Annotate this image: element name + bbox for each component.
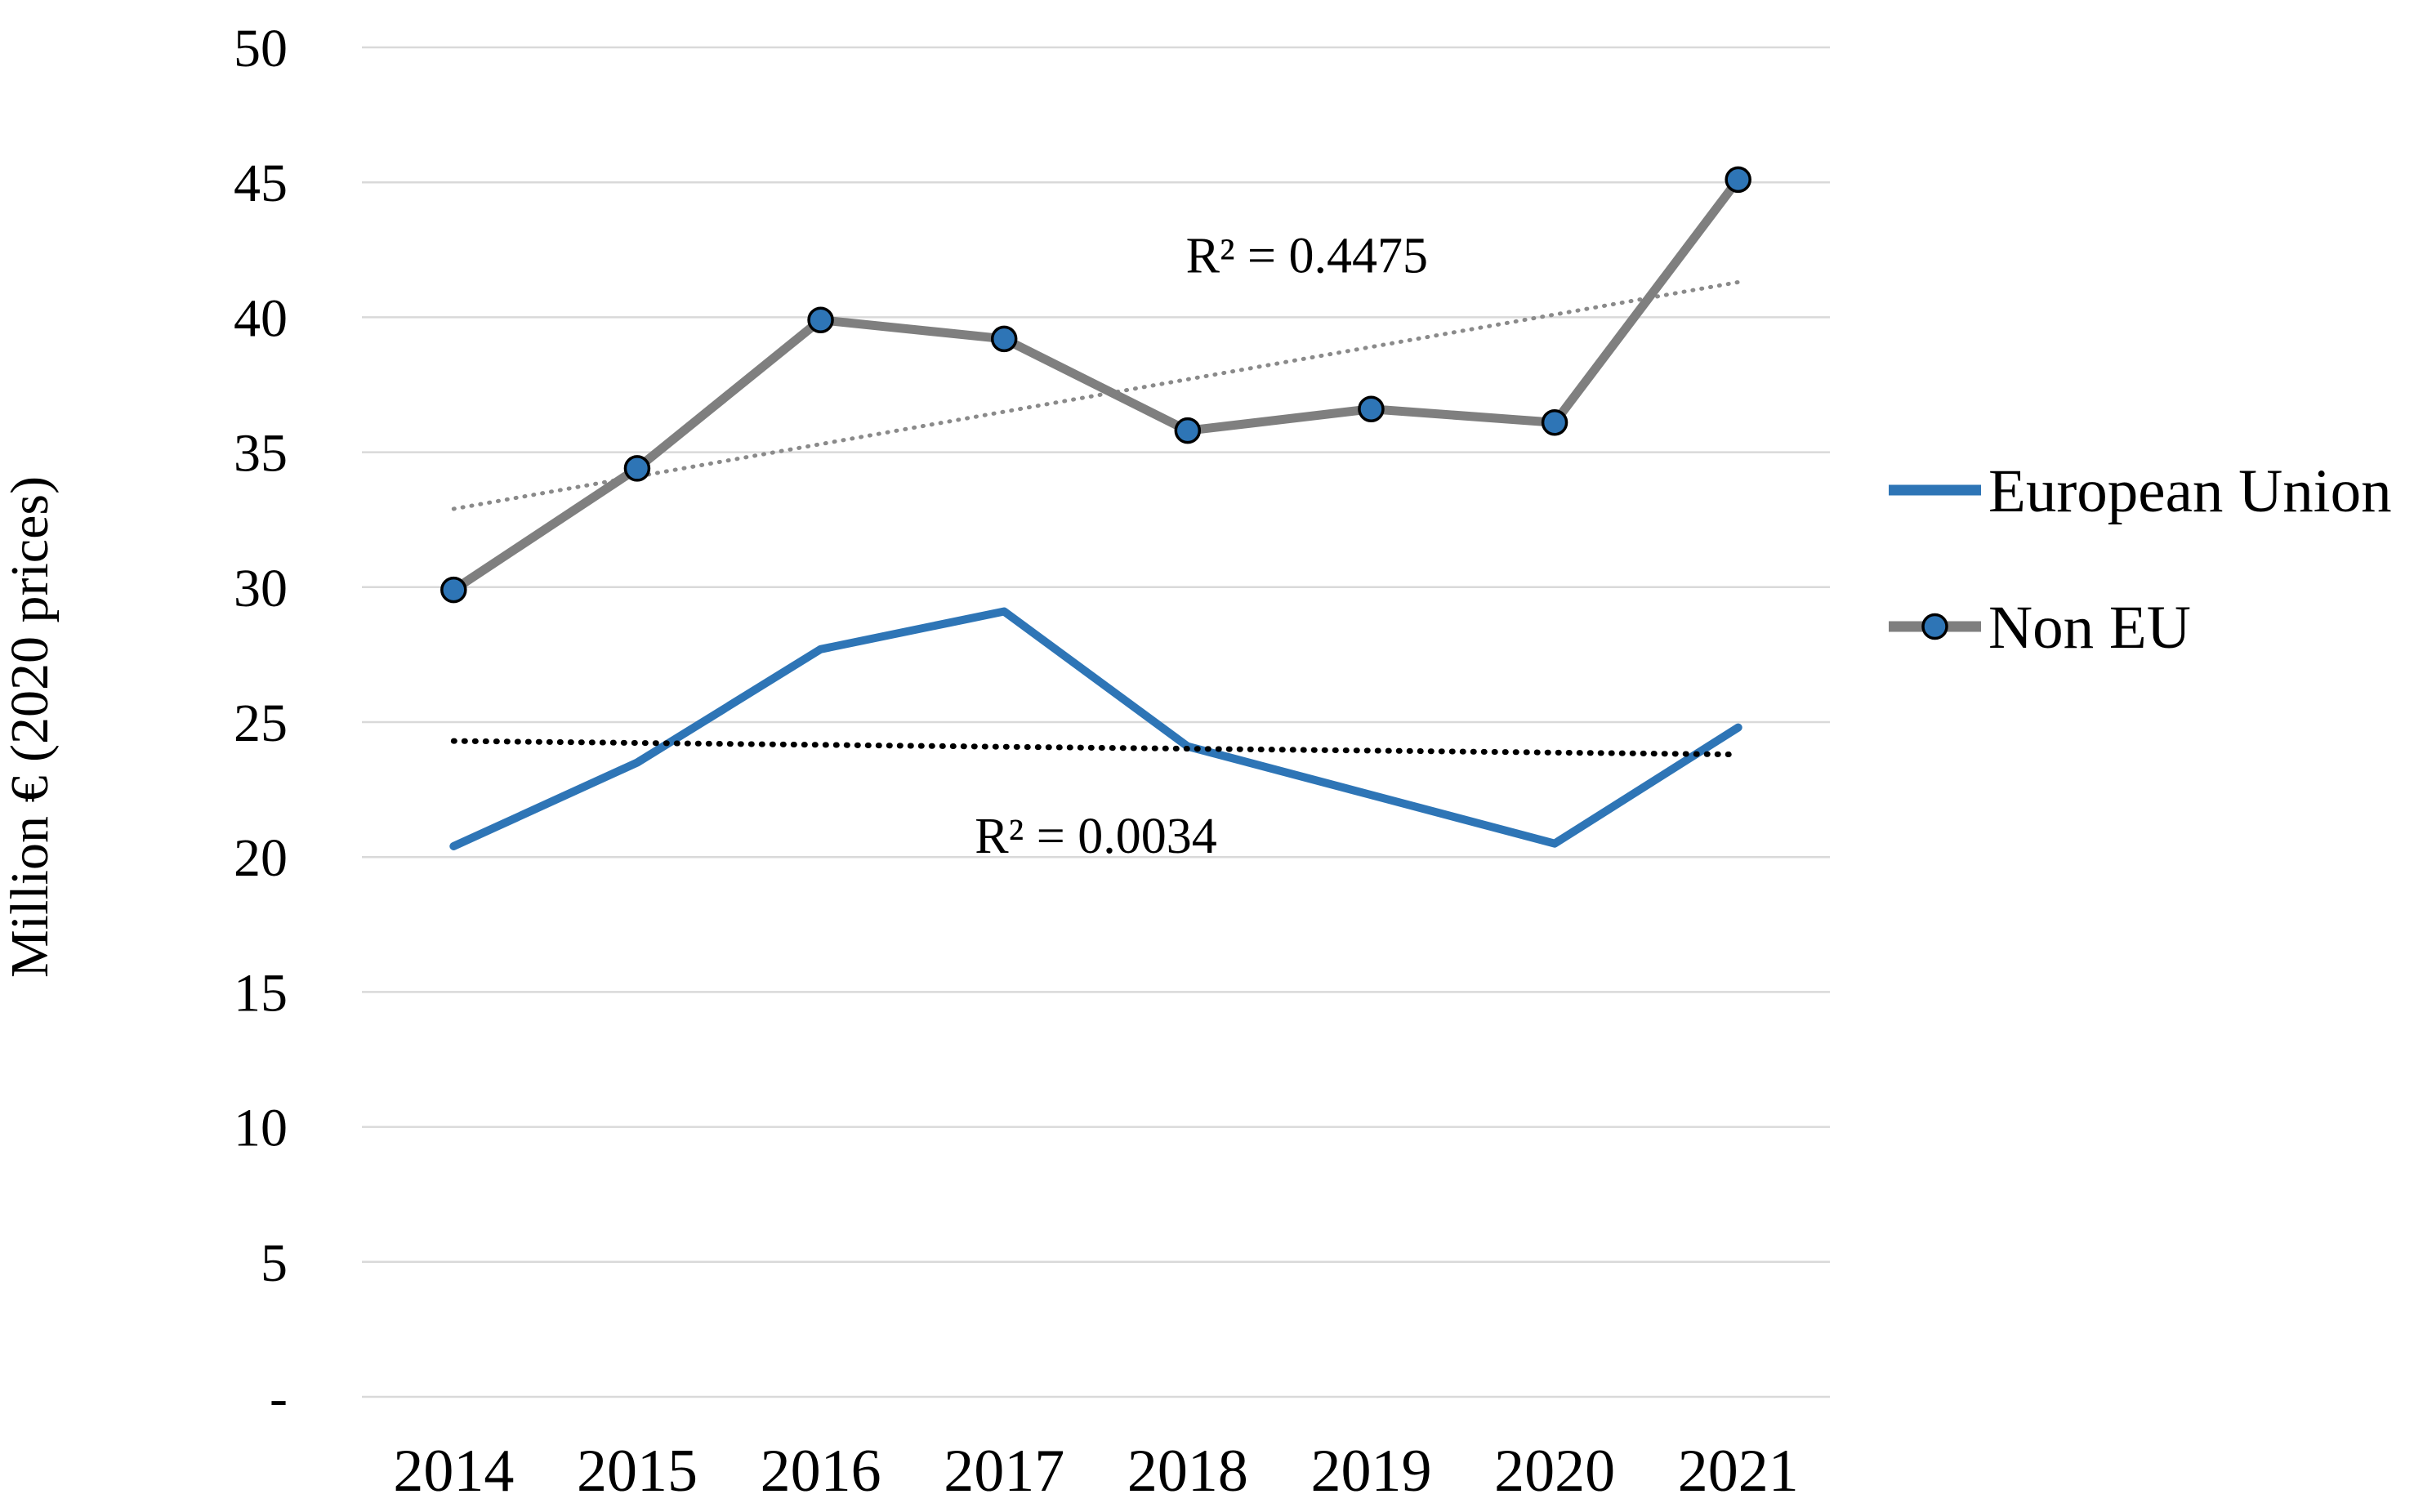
y-tick-label-45: 45 (234, 154, 288, 213)
x-tick-label-2018: 2018 (1127, 1438, 1248, 1505)
r2-annotation-non-eu: R² = 0.4475 (1186, 228, 1428, 283)
x-tick-label-2016: 2016 (761, 1438, 881, 1505)
y-axis-title: Million € (2020 prices) (0, 476, 60, 978)
legend: European Union Non EU (1889, 457, 2392, 662)
data-point-non-eu-2018 (1174, 417, 1202, 444)
x-tick-label-2020: 2020 (1494, 1438, 1615, 1505)
x-tick-label-2021: 2021 (1678, 1438, 1799, 1505)
r2-annotation-european-union: R² = 0.0034 (975, 809, 1216, 864)
y-tick-label-25: 25 (234, 694, 288, 753)
y-tick-label-30: 30 (234, 559, 288, 618)
data-point-non-eu-2020 (1541, 409, 1568, 436)
trendline-non-eu (451, 279, 1741, 511)
y-tick-label-10: 10 (234, 1099, 288, 1158)
y-tick-label-20: 20 (234, 828, 288, 888)
data-point-non-eu-2019 (1358, 395, 1385, 422)
data-point-non-eu-2015 (623, 455, 651, 482)
x-tick-label-2017: 2017 (944, 1438, 1064, 1505)
data-point-non-eu-2014 (440, 576, 467, 604)
y-tick-label-50: 50 (234, 19, 288, 78)
y-tick-label-5: 5 (261, 1233, 288, 1293)
legend-item-non-eu: Non EU (1889, 594, 2191, 662)
data-point-non-eu-2016 (807, 306, 834, 333)
y-tick-label-40: 40 (234, 288, 288, 348)
x-tick-label-2019: 2019 (1310, 1438, 1431, 1505)
legend-label-european-union: European Union (1988, 457, 2392, 525)
legend-item-european-union: European Union (1889, 457, 2392, 525)
data-point-non-eu-2021 (1725, 166, 1751, 194)
x-tick-label-2014: 2014 (393, 1438, 514, 1505)
y-tick-label-0: - (270, 1368, 288, 1428)
y-tick-label-15: 15 (234, 963, 288, 1023)
data-point-non-eu-2017 (990, 325, 1018, 353)
y-tick-label-35: 35 (234, 424, 288, 484)
series-line-non-eu (448, 175, 1743, 595)
legend-marker-non-eu (1921, 613, 1948, 640)
x-tick-label-2015: 2015 (577, 1438, 698, 1505)
trendline-european-union (450, 738, 1742, 758)
legend-label-non-eu: Non EU (1988, 594, 2191, 662)
